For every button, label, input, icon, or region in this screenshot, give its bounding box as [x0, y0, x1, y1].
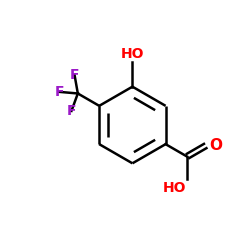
Text: F: F [67, 104, 76, 118]
Text: O: O [209, 138, 222, 153]
Text: F: F [70, 68, 79, 82]
Text: F: F [54, 85, 64, 99]
Text: HO: HO [162, 181, 186, 195]
Text: HO: HO [121, 47, 144, 61]
